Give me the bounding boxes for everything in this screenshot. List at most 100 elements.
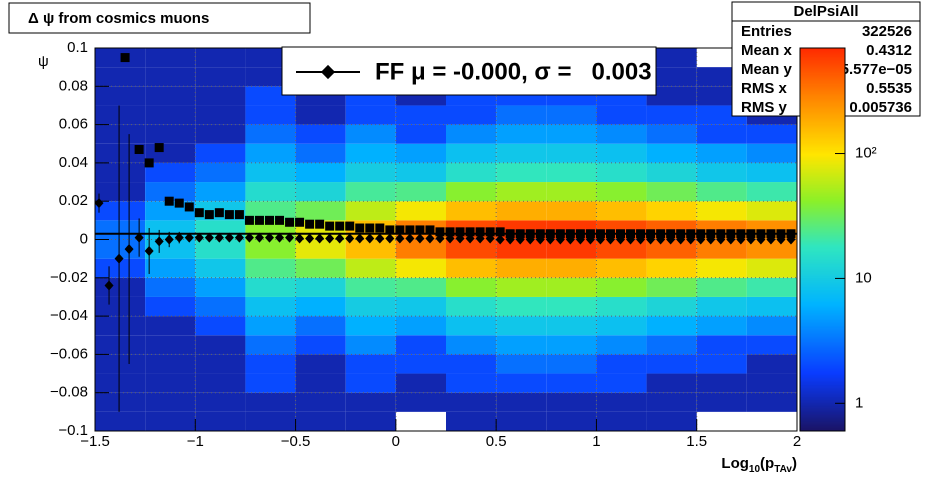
palette-strip	[800, 342, 845, 344]
palette-strip	[800, 129, 845, 131]
y-tick-label: 0.04	[59, 154, 88, 171]
heatmap-cell	[646, 105, 697, 125]
square-marker	[285, 217, 295, 227]
palette-strip	[800, 256, 845, 258]
z-tick-label: 10	[855, 269, 872, 286]
palette-strip	[800, 48, 845, 50]
palette-strip	[800, 171, 845, 173]
palette-strip	[800, 169, 845, 171]
palette-strip	[800, 390, 845, 392]
palette-strip	[800, 319, 845, 321]
palette-strip	[800, 282, 845, 284]
heatmap-cell	[345, 277, 396, 297]
square-marker	[435, 227, 445, 237]
heatmap-cell	[446, 296, 497, 317]
palette-strip	[800, 317, 845, 319]
square-marker	[686, 229, 696, 239]
palette-strip	[800, 353, 845, 355]
y-tick-label: 0.02	[59, 192, 88, 209]
heatmap-cell	[446, 162, 497, 183]
palette-strip	[800, 207, 845, 209]
palette-strip	[800, 56, 845, 58]
palette-strip	[800, 313, 845, 315]
square-marker	[545, 229, 555, 239]
palette-strip	[800, 350, 845, 352]
palette-strip	[800, 267, 845, 269]
palette-strip	[800, 287, 845, 289]
palette-strip	[800, 309, 845, 311]
heatmap-cell	[295, 143, 346, 163]
heatmap-cell	[596, 296, 647, 317]
palette-strip	[800, 131, 845, 133]
palette-strip	[800, 199, 845, 201]
heatmap-cell	[646, 392, 697, 412]
palette-strip	[800, 301, 845, 303]
heatmap-cell	[95, 239, 146, 259]
heatmap-cell	[395, 258, 446, 278]
palette-strip	[800, 120, 845, 122]
palette-strip	[800, 334, 845, 336]
palette-strip	[800, 233, 845, 235]
stats-key: Entries	[741, 23, 792, 40]
palette-strip	[800, 158, 845, 160]
palette-strip	[800, 234, 845, 236]
square-marker	[565, 229, 575, 239]
palette-strip	[800, 424, 845, 426]
heatmap-cell	[345, 258, 396, 278]
palette-strip	[800, 402, 845, 404]
palette-strip	[800, 185, 845, 187]
palette-strip	[800, 378, 845, 380]
palette-strip	[800, 229, 845, 231]
diamond-marker	[646, 234, 656, 245]
heatmap-cell	[446, 105, 497, 125]
palette-strip	[800, 112, 845, 114]
palette-strip	[800, 92, 845, 94]
palette-strip	[800, 226, 845, 228]
palette-strip	[800, 135, 845, 137]
square-marker	[726, 229, 736, 239]
palette-strip	[800, 97, 845, 99]
diamond-marker	[435, 233, 445, 244]
palette-strip	[800, 174, 845, 176]
heatmap-cell	[195, 239, 246, 259]
square-marker	[455, 227, 465, 237]
palette-strip	[800, 375, 845, 377]
palette-strip	[800, 292, 845, 294]
palette-strip	[800, 395, 845, 397]
diamond-marker	[776, 234, 786, 245]
heatmap-cell	[446, 258, 497, 278]
palette-strip	[800, 396, 845, 398]
palette-strip	[800, 356, 845, 358]
heatmap-cell	[496, 239, 547, 259]
palette-strip	[800, 326, 845, 328]
square-marker	[605, 229, 615, 239]
palette-strip	[800, 333, 845, 335]
palette-strip	[800, 156, 845, 158]
palette-strip	[800, 308, 845, 310]
heatmap-cell	[646, 277, 697, 297]
diamond-marker	[244, 232, 254, 243]
x-tick-label: 0	[392, 433, 400, 450]
palette-strip	[800, 405, 845, 407]
heatmap-cell	[145, 373, 196, 393]
palette-strip	[800, 406, 845, 408]
heatmap-cell	[245, 296, 296, 317]
heatmap-cell	[345, 411, 396, 431]
diamond-marker	[224, 232, 234, 243]
palette-strip	[800, 117, 845, 119]
palette-strip	[800, 127, 845, 129]
palette-strip	[800, 86, 845, 88]
palette-strip	[800, 394, 845, 396]
palette-strip	[800, 418, 845, 420]
heatmap-cell	[546, 124, 597, 144]
palette-strip	[800, 290, 845, 292]
palette-strip	[800, 99, 845, 101]
palette-strip	[800, 262, 845, 264]
palette-strip	[800, 125, 845, 127]
heatmap-cell	[496, 392, 547, 412]
palette-strip	[800, 49, 845, 51]
palette-strip	[800, 159, 845, 161]
palette-strip	[800, 116, 845, 118]
heatmap-cell	[145, 162, 196, 183]
heatmap-cell	[295, 105, 346, 125]
